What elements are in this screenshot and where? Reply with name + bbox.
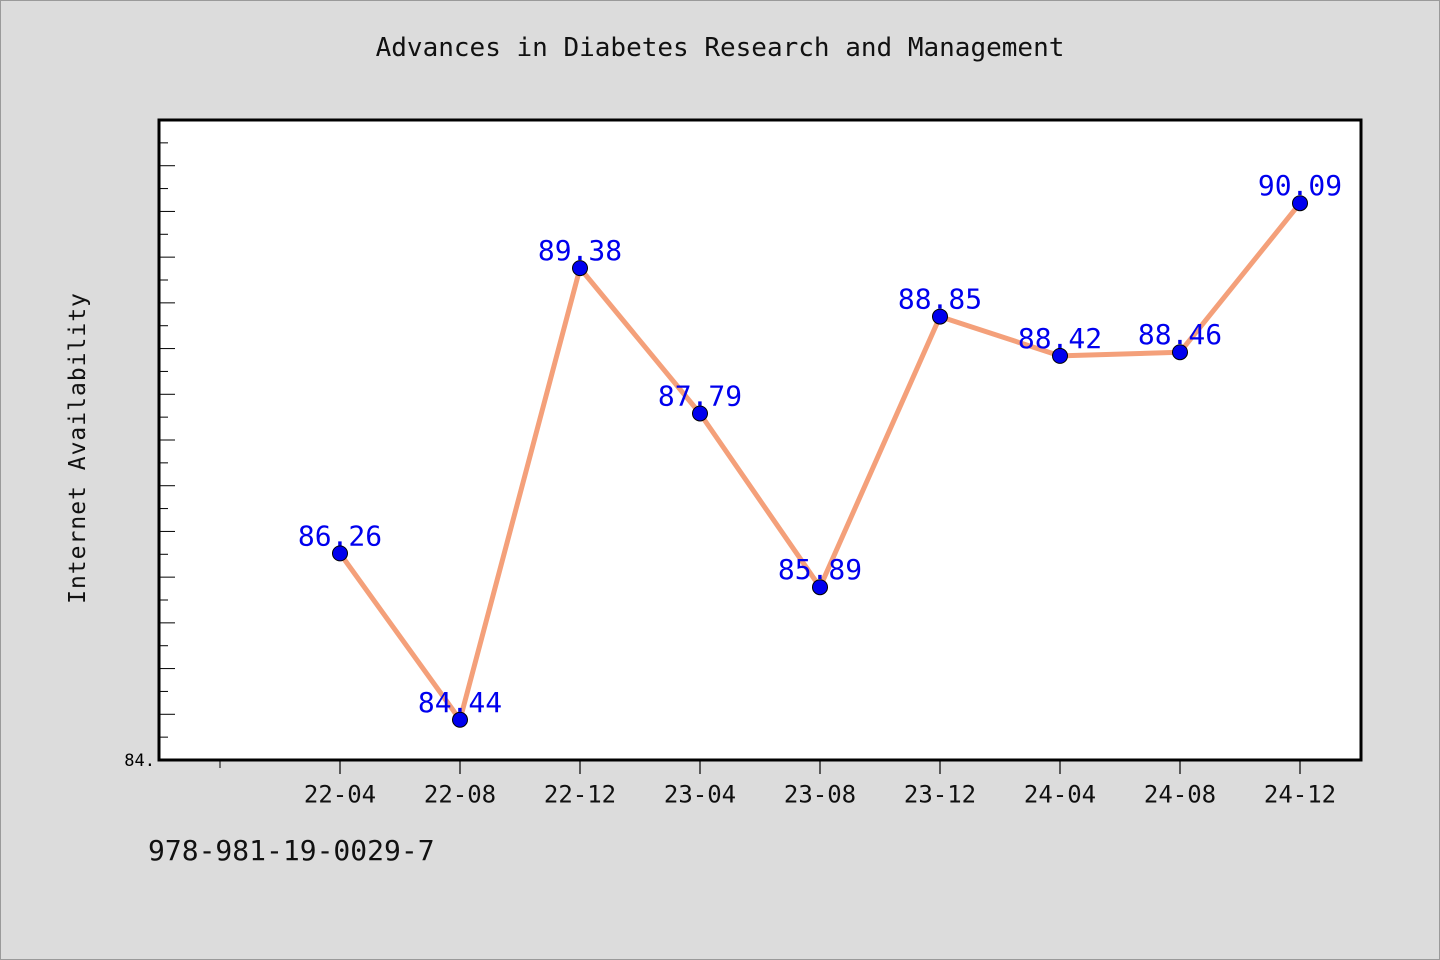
data-point — [1052, 347, 1068, 364]
data-label: 89.38 — [538, 234, 622, 267]
x-tick-label: 24-04 — [1024, 781, 1096, 809]
x-tick-label: 23-12 — [904, 781, 976, 809]
data-point — [812, 579, 828, 596]
isbn-label: 978-981-19-0029-7 — [148, 834, 435, 867]
data-point — [932, 308, 948, 325]
x-tick-label: 23-08 — [784, 781, 856, 809]
chart-title: Advances in Diabetes Research and Manage… — [375, 33, 1065, 63]
data-label: 90.09 — [1258, 169, 1342, 202]
data-point — [332, 545, 348, 562]
data-label: 84.44 — [418, 686, 502, 719]
data-label: 88.42 — [1018, 322, 1102, 355]
data-label: 88.46 — [1138, 318, 1222, 351]
data-point — [692, 405, 708, 422]
data-point — [1172, 344, 1188, 361]
data-point — [452, 711, 468, 728]
x-tick-label: 24-12 — [1264, 781, 1336, 809]
data-label: 87.79 — [658, 379, 742, 412]
data-label: 86.26 — [298, 519, 382, 552]
plot-area — [157, 118, 1363, 762]
x-tick-label: 22-04 — [304, 781, 376, 809]
y-tick-label: 84. — [124, 751, 155, 771]
x-tick-label: 22-12 — [544, 781, 616, 809]
x-tick-label: 23-04 — [664, 781, 736, 809]
y-axis-label: Internet Availability — [65, 292, 91, 604]
data-point — [572, 260, 588, 277]
data-point — [1292, 195, 1308, 212]
x-tick-label: 24-08 — [1144, 781, 1216, 809]
data-label: 88.85 — [898, 283, 982, 316]
data-label: 85.89 — [778, 553, 862, 586]
x-tick-label: 22-08 — [424, 781, 496, 809]
